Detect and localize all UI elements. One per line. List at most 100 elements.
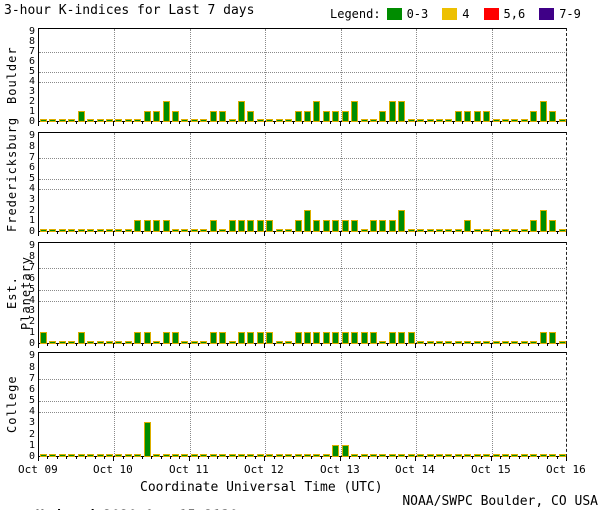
y-tick-label: 3: [28, 194, 35, 206]
day-gridline: [416, 29, 417, 121]
x-tick: [208, 232, 209, 234]
k-bar: [97, 341, 104, 344]
k-bar: [502, 454, 509, 457]
y-tick-label: 9: [28, 130, 35, 142]
k-bar: [455, 454, 462, 457]
x-axis-label: Oct 14: [395, 463, 435, 476]
k-bar: [191, 454, 198, 457]
x-tick: [547, 232, 548, 234]
x-tick: [76, 122, 77, 124]
k-bar: [229, 341, 236, 344]
k-bar: [379, 454, 386, 457]
x-tick: [387, 232, 388, 234]
x-tick: [491, 344, 492, 348]
x-tick: [340, 122, 341, 126]
k-bar: [153, 220, 160, 232]
x-tick: [123, 232, 124, 234]
x-tick: [113, 122, 114, 126]
x-tick: [264, 457, 265, 461]
panel-fredericksburg: [38, 132, 567, 232]
k-bar: [238, 454, 245, 457]
k-bar: [59, 229, 66, 232]
x-tick: [293, 457, 294, 459]
x-tick: [519, 122, 520, 124]
x-tick: [113, 457, 114, 461]
k-bar: [389, 454, 396, 457]
k-bar: [313, 101, 320, 122]
green-swatch-icon: [386, 8, 402, 20]
k-bar: [68, 341, 75, 344]
x-tick: [142, 122, 143, 124]
x-tick: [47, 457, 48, 459]
k-bar: [304, 454, 311, 457]
k-bar: [361, 454, 368, 457]
x-tick: [274, 232, 275, 234]
x-tick: [189, 232, 190, 236]
k-bar: [115, 229, 122, 232]
x-tick: [179, 344, 180, 346]
k-bar: [455, 111, 462, 122]
k-bar: [153, 111, 160, 122]
k-bar: [172, 229, 179, 232]
x-tick: [293, 122, 294, 124]
k-bar: [106, 341, 113, 344]
k-bar: [493, 341, 500, 344]
x-tick: [283, 344, 284, 346]
x-tick: [387, 344, 388, 346]
k-bar: [87, 454, 94, 457]
x-tick: [509, 232, 510, 234]
x-tick: [547, 122, 548, 124]
k-bar: [285, 229, 292, 232]
y-tick-label: 9: [28, 240, 35, 252]
k-bar: [219, 332, 226, 344]
x-axis-label: Oct 12: [244, 463, 284, 476]
k-bar: [191, 341, 198, 344]
x-tick: [396, 232, 397, 234]
day-gridline: [265, 243, 266, 343]
x-tick: [302, 344, 303, 346]
k-bar: [144, 422, 151, 457]
y-tick-label: 7: [28, 262, 35, 274]
k-bar: [530, 220, 537, 232]
k-bar: [144, 332, 151, 344]
x-axis-label: Oct 09: [18, 463, 58, 476]
k-bar: [323, 454, 330, 457]
x-tick: [462, 122, 463, 124]
x-tick: [179, 232, 180, 234]
x-tick: [104, 232, 105, 234]
k-bar: [379, 220, 386, 232]
k-bar: [427, 119, 434, 122]
k-bar: [351, 220, 358, 232]
yellow-swatch-icon: [442, 8, 458, 20]
y-tick-label: 1: [28, 327, 35, 339]
k-bar: [379, 341, 386, 344]
k-bar: [427, 454, 434, 457]
k-bar: [436, 341, 443, 344]
x-tick: [538, 457, 539, 459]
k-bar: [238, 101, 245, 122]
k-bar: [247, 220, 254, 232]
x-tick: [311, 122, 312, 124]
k-bar: [266, 119, 273, 122]
k-bar: [342, 332, 349, 344]
x-tick: [208, 122, 209, 124]
x-tick: [66, 344, 67, 346]
x-tick: [349, 457, 350, 459]
k-bar: [483, 229, 490, 232]
legend-item-label: 0-3: [406, 7, 429, 21]
x-tick: [274, 122, 275, 124]
x-tick: [85, 457, 86, 459]
x-tick: [509, 457, 510, 459]
legend-label: Legend:: [330, 7, 381, 21]
x-tick: [453, 232, 454, 234]
x-tick: [443, 457, 444, 459]
k-bar: [49, 454, 56, 457]
x-tick: [340, 344, 341, 348]
x-tick: [359, 122, 360, 124]
x-tick: [472, 232, 473, 234]
day-gridline: [190, 133, 191, 231]
k-bar: [219, 229, 226, 232]
x-tick: [38, 122, 39, 126]
x-tick: [528, 232, 529, 234]
k-bar: [257, 332, 264, 344]
